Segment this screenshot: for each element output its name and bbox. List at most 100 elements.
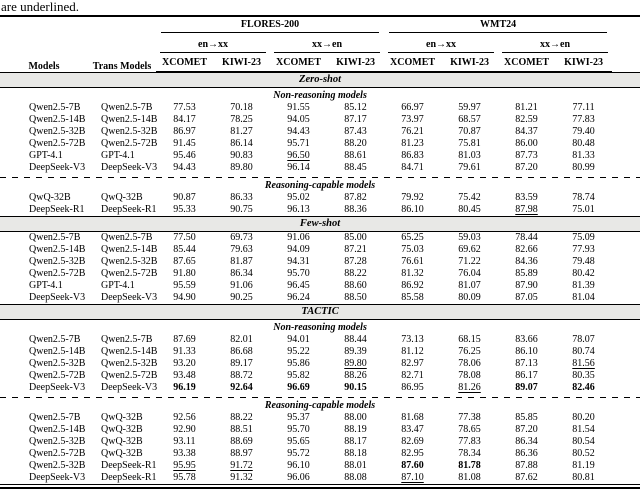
row-spacer (612, 460, 640, 472)
row-spacer (612, 412, 640, 424)
metric-cell: 87.28 (344, 256, 367, 267)
metric-cell: 77.50 (173, 232, 196, 243)
metric-cell: 80.09 (458, 292, 481, 303)
row-spacer (612, 280, 640, 292)
table-row: Qwen2.5-72B Qwen2.5-72B 91.45 86.14 95.71 88.… (0, 138, 640, 150)
metric-cell: 88.17 (344, 436, 367, 447)
metric-cell: 95.46 (173, 150, 196, 161)
metric-cell: 86.83 (401, 150, 424, 161)
metric-cell: 87.43 (344, 126, 367, 137)
metric-cell: 86.00 (515, 138, 538, 149)
metric-cell: 94.43 (173, 162, 196, 173)
subsection-header-row: Non-reasoning models (0, 320, 640, 335)
row-spacer (612, 334, 640, 346)
metric-cell: 89.80 (344, 358, 367, 369)
metric-cell: 75.01 (572, 204, 595, 215)
metric-cell: 66.97 (401, 102, 424, 113)
metric-cell: 95.59 (173, 280, 196, 291)
metric-cell: 94.01 (287, 334, 310, 345)
row-spacer (612, 424, 640, 436)
direction-header-en-xx: en→xx (156, 33, 270, 53)
table-row: Qwen2.5-7B Qwen2.5-7B 87.69 82.01 94.01 88.44… (0, 334, 640, 346)
row-spacer (612, 204, 640, 217)
trans-model-cell: QwQ-32B (101, 436, 143, 447)
table-row: Qwen2.5-72B Qwen2.5-72B 93.48 88.72 95.82 88.… (0, 370, 640, 382)
metric-cell: 89.07 (515, 382, 538, 393)
metric-header: KIWI-23 (213, 53, 270, 73)
metric-cell: 95.02 (287, 192, 310, 203)
metric-cell: 77.53 (173, 102, 196, 113)
table-row: Qwen2.5-32B Qwen2.5-32B 93.20 89.17 95.86 89.… (0, 358, 640, 370)
metric-cell: 73.13 (401, 334, 424, 345)
metric-cell: 76.61 (401, 256, 424, 267)
table-row: Qwen2.5-32B DeepSeek-R1 95.95 91.72 96.10 88.… (0, 460, 640, 472)
metric-cell: 93.20 (173, 358, 196, 369)
metric-cell: 96.24 (287, 292, 310, 303)
metric-cell: 91.72 (230, 460, 253, 471)
trans-model-cell: GPT-4.1 (101, 150, 135, 161)
trans-model-cell: GPT-4.1 (101, 280, 135, 291)
metric-cell: 96.50 (287, 150, 310, 161)
trans-model-cell: Qwen2.5-7B (101, 334, 153, 345)
metric-header-row: XCOMET KIWI-23 XCOMET KIWI-23 XCOMET KIW… (0, 53, 640, 73)
metric-cell: 94.43 (287, 126, 310, 137)
metric-header: XCOMET (156, 53, 213, 73)
metric-cell: 88.20 (344, 138, 367, 149)
bottom-rule (0, 484, 640, 489)
metric-cell: 84.17 (173, 114, 196, 125)
model-name-cell: QwQ-32B (29, 192, 71, 203)
table-row: Qwen2.5-14B QwQ-32B 92.90 88.51 95.70 88.19 83… (0, 424, 640, 436)
metric-cell: 87.73 (515, 150, 538, 161)
row-spacer (612, 472, 640, 484)
metric-cell: 75.03 (401, 244, 424, 255)
metric-cell: 90.83 (230, 150, 253, 161)
metric-cell: 96.19 (173, 382, 196, 393)
metric-header: KIWI-23 (555, 53, 613, 73)
table-row: DeepSeek-V3 DeepSeek-V3 96.19 92.64 96.69 90.… (0, 382, 640, 394)
model-name-cell: Qwen2.5-14B (29, 346, 86, 357)
metric-cell: 88.08 (344, 472, 367, 483)
metric-cell: 88.01 (344, 460, 367, 471)
subsection-header-row: Non-reasoning models (0, 88, 640, 103)
metric-cell: 81.23 (401, 138, 424, 149)
metric-cell: 87.21 (344, 244, 367, 255)
metric-cell: 88.61 (344, 150, 367, 161)
trans-model-cell: Qwen2.5-32B (101, 256, 158, 267)
row-spacer (612, 268, 640, 280)
metric-cell: 87.65 (173, 256, 196, 267)
section-band-label: Zero-shot (0, 71, 640, 88)
metric-cell: 80.20 (572, 412, 595, 423)
metric-header: KIWI-23 (441, 53, 499, 73)
metric-cell: 80.48 (572, 138, 595, 149)
trans-model-cell: DeepSeek-R1 (101, 460, 157, 471)
metric-cell: 90.87 (173, 192, 196, 203)
metric-cell: 85.58 (401, 292, 424, 303)
dashed-line (0, 176, 640, 178)
metric-cell: 82.59 (515, 114, 538, 125)
dashed-separator (0, 174, 640, 178)
table-row: Qwen2.5-32B Qwen2.5-32B 86.97 81.27 94.43 87.… (0, 126, 640, 138)
metric-cell: 89.17 (230, 358, 253, 369)
table-row: Qwen2.5-14B Qwen2.5-14B 84.17 78.25 94.05 87.… (0, 114, 640, 126)
metric-cell: 92.64 (230, 382, 253, 393)
table-row: Qwen2.5-14B Qwen2.5-14B 85.44 79.63 94.09 87.… (0, 244, 640, 256)
metric-cell: 89.39 (344, 346, 367, 357)
metric-cell: 94.05 (287, 114, 310, 125)
metric-cell: 87.20 (515, 162, 538, 173)
metric-cell: 88.19 (344, 424, 367, 435)
metric-cell: 77.38 (458, 412, 481, 423)
trans-model-cell: Qwen2.5-72B (101, 268, 158, 279)
trans-models-column-header: Trans Models (92, 60, 152, 72)
metric-cell: 87.10 (401, 472, 424, 483)
metric-cell: 79.92 (401, 192, 424, 203)
trans-model-cell: Qwen2.5-32B (101, 358, 158, 369)
metric-cell: 81.32 (401, 268, 424, 279)
model-name-cell: Qwen2.5-72B (29, 370, 86, 381)
metric-cell: 59.97 (458, 102, 481, 113)
model-name-cell: Qwen2.5-14B (29, 244, 86, 255)
benchmark-label: WMT24 (480, 19, 517, 30)
metric-cell: 88.69 (230, 436, 253, 447)
model-name-cell: Qwen2.5-32B (29, 460, 86, 471)
table-row: DeepSeek-R1 DeepSeek-R1 95.33 90.75 96.13 88.… (0, 204, 640, 217)
